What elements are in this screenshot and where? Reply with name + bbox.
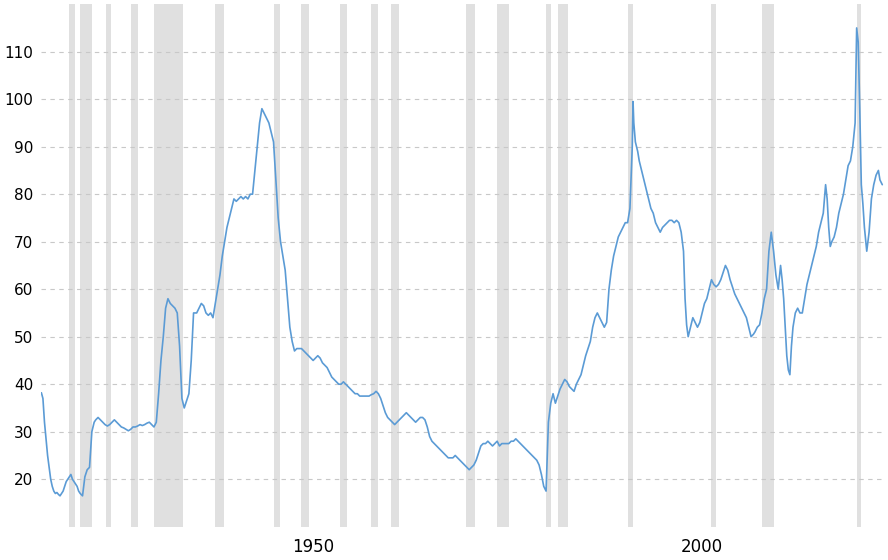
Bar: [762, 4, 774, 527]
Bar: [558, 4, 567, 527]
Bar: [466, 4, 475, 527]
Bar: [339, 4, 347, 527]
Bar: [106, 4, 111, 527]
Bar: [154, 4, 183, 527]
Bar: [546, 4, 551, 527]
Bar: [371, 4, 378, 527]
Bar: [80, 4, 91, 527]
Bar: [391, 4, 399, 527]
Bar: [710, 4, 716, 527]
Bar: [302, 4, 309, 527]
Bar: [628, 4, 633, 527]
Bar: [497, 4, 509, 527]
Bar: [274, 4, 280, 527]
Bar: [857, 4, 860, 527]
Bar: [215, 4, 224, 527]
Bar: [68, 4, 75, 527]
Bar: [131, 4, 139, 527]
